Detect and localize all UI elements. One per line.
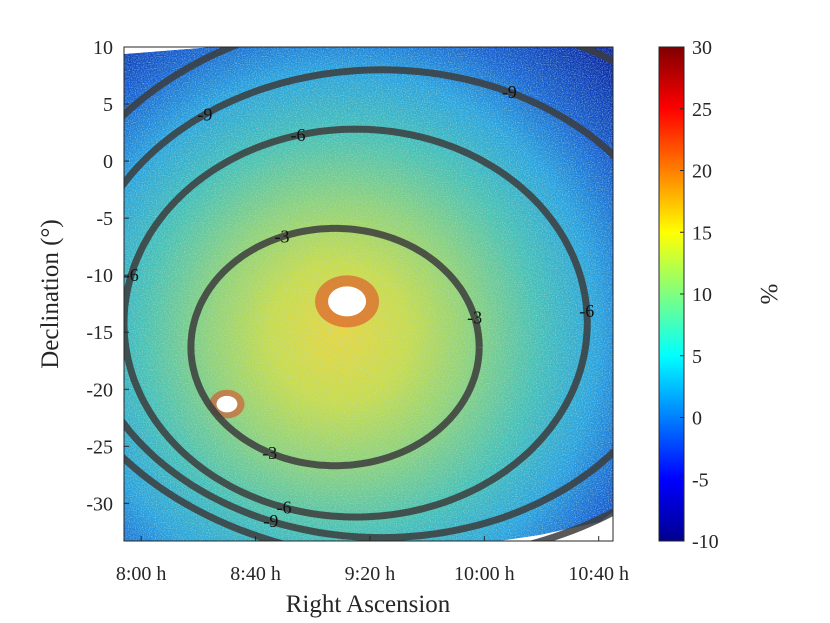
x-axis-ticks: 8:00 h 8:40 h 9:20 h 10:00 h 10:40 h — [116, 536, 629, 585]
contour-label: -12 — [750, 217, 774, 237]
contour-line — [124, 47, 613, 541]
y-tick-label: -30 — [86, 493, 113, 515]
y-tick-label: 5 — [103, 94, 113, 116]
contour-line — [124, 66, 613, 541]
colorbar-tick-label: 0 — [692, 408, 702, 430]
contour-label: -6 — [579, 301, 594, 321]
x-tick-label: 9:20 h — [345, 563, 396, 585]
contour-label: -6 — [124, 265, 139, 285]
colorbar-tick-label: 20 — [692, 161, 712, 183]
colorbar-tick-label: 25 — [692, 99, 712, 121]
contour-label: -3 — [467, 308, 482, 328]
colorbar-tick-label: 30 — [692, 37, 712, 59]
y-tick-label: -10 — [86, 265, 113, 287]
plot-frame — [123, 46, 614, 542]
colorbar-tick-label: -10 — [692, 531, 719, 553]
colorbar-tick-label: 15 — [692, 222, 712, 244]
contour-label: -6 — [277, 498, 292, 518]
contour-label: -9 — [263, 511, 278, 531]
y-tick-label: -20 — [86, 379, 113, 401]
contour-label: -12 — [283, 16, 307, 36]
x-axis-title: Right Ascension — [286, 591, 451, 618]
contour-label: -3 — [274, 227, 289, 247]
contour-line — [187, 224, 483, 470]
colorbar-ticks: 30 25 20 15 10 5 0 -5 -10 — [680, 37, 719, 553]
x-tick-label: 8:00 h — [116, 563, 167, 585]
y-tick-label: 0 — [103, 151, 113, 173]
y-tick-label: -25 — [86, 436, 113, 458]
contour-label: -9 — [197, 104, 212, 124]
colorbar-label: % — [755, 284, 782, 305]
hotspot-core — [216, 395, 238, 413]
colorbar-tick-label: -5 — [692, 469, 709, 491]
contour-label: -12 — [518, 19, 542, 39]
hotspot-core — [328, 286, 367, 317]
contour-layer: -3-3-3-6-6-6-6-9-9-9-9-12-12-12-12 — [124, 16, 774, 541]
y-tick-label: -5 — [96, 208, 113, 230]
x-tick-label: 10:00 h — [454, 563, 515, 585]
colorbar — [658, 46, 685, 542]
heatmap-blank-bottom-right — [500, 512, 613, 541]
x-tick-label: 10:40 h — [568, 563, 629, 585]
contour-label: -3 — [262, 443, 277, 463]
y-tick-label: -15 — [86, 322, 113, 344]
contour-label: -6 — [291, 125, 306, 145]
y-axis-title: Declination (°) — [37, 219, 64, 369]
contour-label: -9 — [502, 82, 517, 102]
colorbar-tick-label: 5 — [692, 346, 702, 368]
heatmap-area: -3-3-3-6-6-6-6-9-9-9-9-12-12-12-12 — [124, 16, 774, 541]
y-tick-label: 10 — [93, 37, 113, 59]
colorbar-tick-label: 10 — [692, 284, 712, 306]
y-axis-ticks: 10 5 0 -5 -10 -15 -20 -25 -30 — [86, 37, 129, 515]
contour-line — [124, 125, 591, 521]
heatmap-blank-top — [124, 47, 212, 54]
x-tick-label: 8:40 h — [230, 563, 281, 585]
